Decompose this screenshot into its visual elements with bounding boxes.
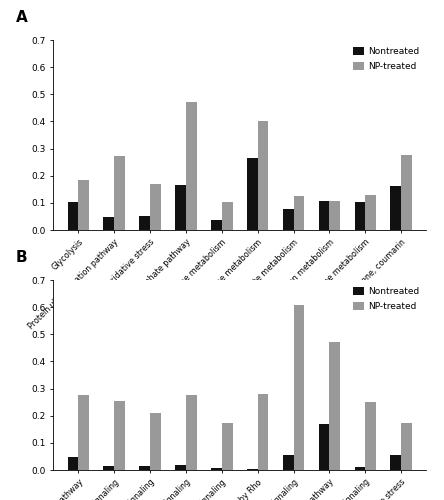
Bar [79,180,89,230]
Bar [258,394,269,470]
Bar [175,185,186,230]
Bar [114,402,125,470]
Bar [283,209,293,230]
Bar [258,122,269,230]
Bar [329,200,340,230]
Bar [139,216,150,230]
Bar [293,196,304,230]
Bar [67,457,79,470]
Bar [319,200,329,230]
Bar [222,202,233,230]
Bar [103,217,114,230]
Bar [150,413,161,470]
Bar [247,468,258,470]
Bar [222,422,233,470]
Bar [283,455,293,470]
Bar [329,342,340,470]
Legend: Nontreated, NP-treated: Nontreated, NP-treated [351,284,422,314]
Bar [79,394,89,470]
Bar [139,466,150,470]
Bar [186,394,197,470]
Bar [186,102,197,230]
Bar [293,305,304,470]
Bar [175,464,186,470]
Bar [319,424,329,470]
Bar [390,186,401,230]
Bar [150,184,161,230]
Bar [390,455,401,470]
Bar [354,202,365,230]
Bar [211,468,222,470]
Bar [365,194,376,230]
Text: B: B [16,250,28,265]
Bar [247,158,258,230]
Bar [401,156,412,230]
Legend: Nontreated, NP-treated: Nontreated, NP-treated [351,44,422,74]
Bar [114,156,125,230]
Text: A: A [16,10,28,25]
Bar [211,220,222,230]
Bar [67,202,79,230]
Bar [103,466,114,470]
Bar [354,468,365,470]
Bar [365,402,376,470]
Bar [401,424,412,470]
